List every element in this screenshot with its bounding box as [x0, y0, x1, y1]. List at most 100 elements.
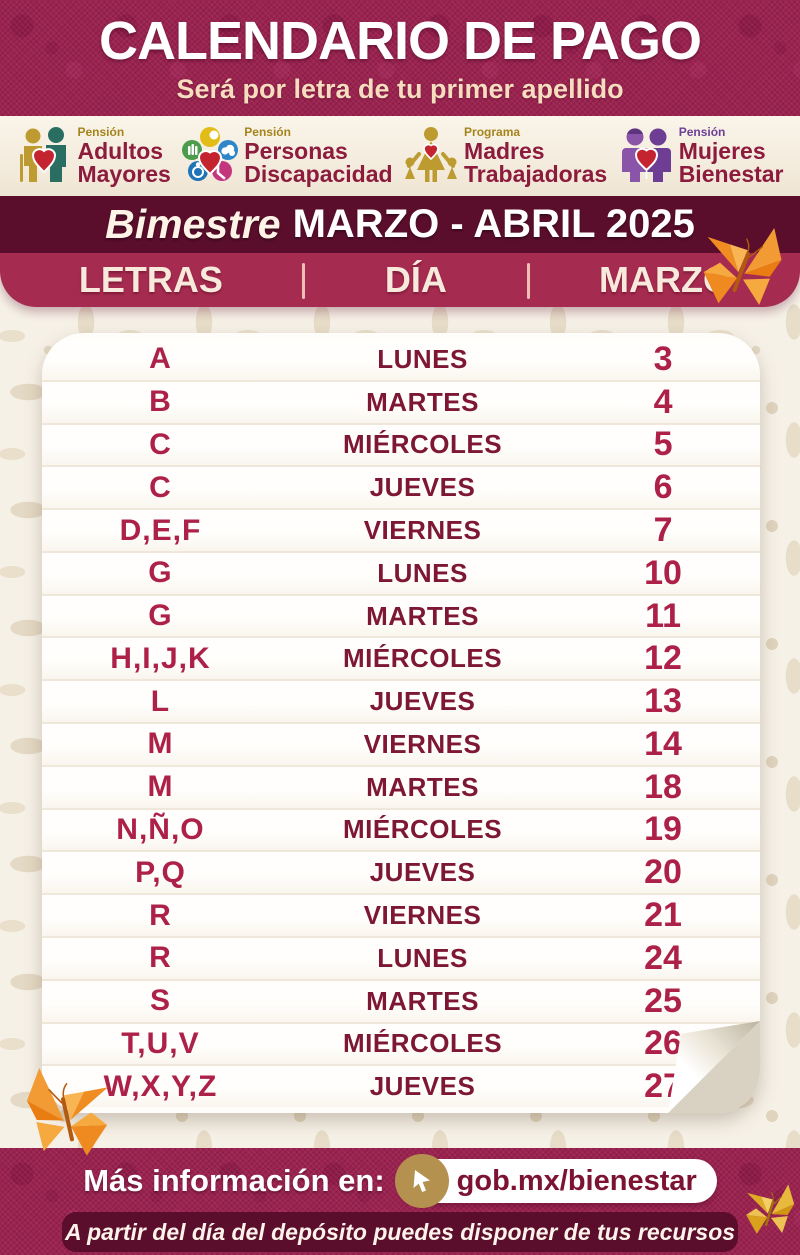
row-date: 5: [653, 425, 673, 464]
row-date: 6: [653, 468, 673, 507]
table-row: T,U,V MIÉRCOLES 26: [42, 1021, 760, 1065]
programs-strip: Pensión Adultos Mayores: [0, 116, 800, 196]
table-row: L JUEVES 13: [42, 679, 760, 723]
bimestre-range: MARZO - ABRIL 2025: [292, 202, 695, 246]
table-row: A LUNES 3: [42, 339, 760, 380]
program-adultos-mayores: Pensión Adultos Mayores: [16, 125, 171, 187]
row-letters: H,I,J,K: [110, 641, 211, 675]
program-name-line1: Personas: [244, 138, 348, 165]
row-day: MARTES: [366, 771, 479, 802]
disability-circles-icon: [182, 127, 239, 181]
table-row: M MARTES 18: [42, 764, 760, 808]
table-row: B MARTES 4: [42, 379, 760, 423]
page-curl-decoration: [668, 1021, 760, 1113]
program-name-line2: Bienestar: [678, 161, 784, 187]
row-day: MARTES: [366, 985, 479, 1016]
row-day: LUNES: [377, 942, 468, 973]
row-letters: A: [149, 342, 172, 376]
deposit-note: A partir del día del depósito puedes dis…: [64, 1218, 736, 1245]
program-name-line2: Trabajadoras: [464, 161, 608, 187]
row-letters: N,Ñ,O: [116, 812, 205, 846]
row-letters: B: [149, 385, 172, 419]
column-divider: [301, 263, 305, 299]
row-letters: C: [149, 427, 172, 461]
row-letters: W,X,Y,Z: [103, 1069, 218, 1103]
table-row: N,Ñ,O MIÉRCOLES 19: [42, 807, 760, 851]
mother-children-icon: [405, 127, 458, 182]
deposit-note-bar: A partir del día del depósito puedes dis…: [62, 1212, 738, 1252]
calendar-card: A LUNES 3 B MARTES 4 C MIÉRCOLES 5 C JUEVES 6 D,E,F V…: [42, 333, 760, 1113]
elderly-couple-icon: [20, 127, 67, 182]
row-letters: D,E,F: [119, 513, 202, 547]
bimestre-label: Bimestre: [105, 201, 281, 247]
row-date: 4: [653, 382, 673, 421]
row-date: 18: [644, 767, 682, 806]
row-letters: T,U,V: [121, 1026, 200, 1060]
row-day: JUEVES: [369, 857, 476, 888]
more-info-label: Más información en:: [83, 1163, 385, 1198]
row-date: 19: [644, 810, 682, 849]
row-day: MARTES: [366, 600, 479, 631]
website-link[interactable]: gob.mx/bienestar: [394, 1154, 717, 1208]
row-day: JUEVES: [369, 472, 476, 503]
page-title: CALENDARIO DE PAGO: [98, 11, 702, 71]
row-date: 20: [644, 853, 682, 892]
row-day: LUNES: [377, 343, 468, 374]
program-madres-trabajadoras: Programa Madres Trabajadoras: [403, 126, 607, 186]
program-name-line1: Madres: [464, 138, 545, 165]
row-letters: P,Q: [135, 855, 186, 889]
row-date: 14: [644, 724, 682, 763]
row-date: 25: [644, 981, 682, 1020]
column-header-dia: DÍA: [384, 259, 447, 300]
program-name-line1: Adultos: [77, 138, 164, 165]
column-header-letras: LETRAS: [78, 259, 223, 300]
table-row: H,I,J,K MIÉRCOLES 12: [42, 636, 760, 680]
cursor-icon: [394, 1154, 449, 1208]
program-kicker: Pensión: [77, 125, 125, 140]
row-day: LUNES: [377, 557, 468, 588]
row-letters: M: [147, 770, 174, 804]
program-personas-discapacidad: Pensión Personas Discapacidad: [181, 125, 393, 187]
table-row: C MIÉRCOLES 5: [42, 422, 760, 466]
header: CALENDARIO DE PAGO Será por letra de tu …: [0, 0, 800, 116]
table-row: G LUNES 10: [42, 550, 760, 594]
program-kicker: Programa: [464, 125, 521, 140]
row-letters: M: [147, 727, 174, 761]
row-day: MIÉRCOLES: [342, 429, 503, 460]
program-kicker: Pensión: [244, 125, 291, 140]
row-day: JUEVES: [369, 686, 476, 717]
page-subtitle: Será por letra de tu primer apellido: [176, 74, 624, 104]
row-day: MIÉRCOLES: [342, 814, 503, 845]
table-row: G MARTES 11: [42, 593, 760, 637]
row-date: 10: [644, 553, 682, 592]
table-header-bar: LETRAS DÍA MARZO: [0, 253, 800, 307]
orange-butterfly-top-right-icon: [703, 227, 782, 305]
row-day: MIÉRCOLES: [342, 1028, 503, 1059]
row-letters: R: [149, 941, 172, 975]
two-women-icon: [621, 128, 671, 182]
row-letters: L: [150, 684, 171, 718]
program-name-line1: Mujeres: [678, 138, 766, 165]
row-day: JUEVES: [369, 1071, 476, 1102]
row-date: 21: [644, 896, 682, 935]
row-date: 12: [644, 639, 682, 678]
table-row: M VIERNES 14: [42, 722, 760, 765]
program-name-line2: Mayores: [77, 161, 171, 187]
orange-butterfly-bottom-left-icon: [26, 1068, 109, 1156]
table-body: A LUNES 3 B MARTES 4 C MIÉRCOLES 5 C JUEVES 6 D,E,F V…: [42, 333, 760, 1113]
table-row: S MARTES 25: [42, 978, 760, 1022]
table-row: D,E,F VIERNES 7: [42, 508, 760, 551]
table-row: P,Q JUEVES 20: [42, 850, 760, 894]
footer: Más información en: gob.mx/bienestar A p…: [0, 1148, 800, 1255]
row-date: 13: [644, 682, 682, 721]
website-url: gob.mx/bienestar: [456, 1164, 697, 1197]
row-date: 11: [645, 596, 682, 635]
row-letters: G: [148, 556, 173, 590]
table-row: R VIERNES 21: [42, 893, 760, 936]
table-row: R LUNES 24: [42, 935, 760, 979]
program-name-line2: Discapacidad: [244, 161, 393, 187]
row-day: MIÉRCOLES: [342, 643, 503, 674]
bimestre-banner: Bimestre MARZO - ABRIL 2025: [0, 196, 800, 253]
row-letters: G: [148, 599, 173, 633]
table-row: C JUEVES 6: [42, 465, 760, 509]
